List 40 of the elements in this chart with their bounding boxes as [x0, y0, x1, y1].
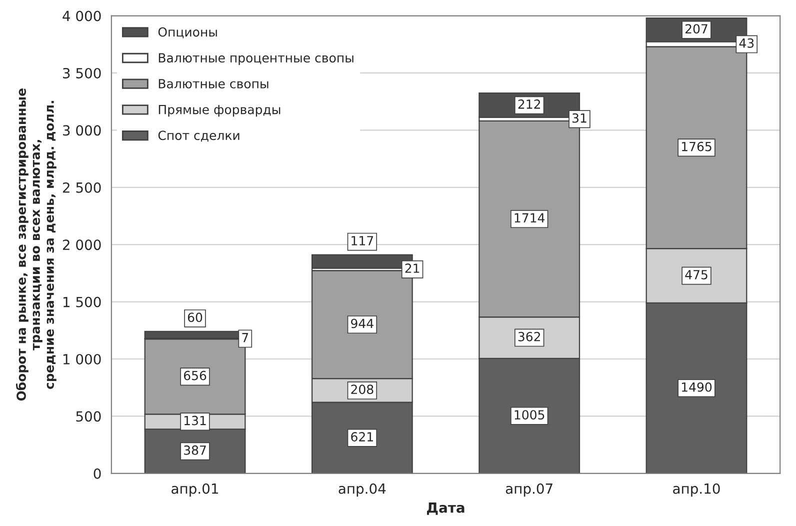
data-label: 21	[405, 264, 420, 273]
legend-label: Опционы	[158, 27, 217, 38]
y-tick-label: 1 500	[63, 296, 101, 308]
x-axis-title: Дата	[427, 502, 464, 515]
x-tick-label: апр.07	[506, 483, 552, 497]
y-axis-title: Оборот на рынке, все зарегистрированные транзакции во всех валютах, средние значения за день, млрд. долл.	[16, 88, 56, 401]
data-label: 1005	[514, 410, 544, 420]
x-tick-label: апр.10	[673, 483, 720, 497]
x-tick-label: апр.01	[172, 483, 218, 497]
data-label: 944	[351, 318, 374, 328]
data-label: 212	[518, 99, 540, 109]
y-tick-label: 2 500	[62, 182, 101, 193]
y-tick-label: 500	[76, 411, 101, 422]
data-label: 43	[739, 38, 754, 48]
x-tick-label: апр.04	[338, 483, 386, 497]
legend-label: Прямые форварды	[158, 104, 280, 117]
y-tick-label: 3 000	[63, 125, 101, 136]
y-tick-label: 1 000	[63, 354, 101, 364]
data-label: 31	[572, 113, 586, 123]
y-tick-label: 2 000	[62, 240, 101, 250]
data-label: 1765	[682, 142, 712, 152]
data-label: 1490	[682, 382, 712, 392]
legend-label: Валютные процентные свопы	[158, 53, 354, 65]
data-label: 656	[184, 370, 206, 380]
data-label: 1714	[514, 213, 545, 222]
y-tick-label: 0	[94, 468, 101, 479]
data-label: 362	[518, 332, 540, 342]
data-label: 621	[351, 432, 373, 442]
data-label: 208	[351, 384, 374, 394]
data-label: 7	[242, 333, 248, 342]
data-label: 475	[685, 270, 708, 280]
y-tick-label: 4 000	[62, 10, 101, 22]
data-label: 117	[352, 236, 374, 246]
legend-label: Спот сделки	[158, 130, 240, 142]
legend-label: Валютные свопы	[158, 79, 268, 88]
data-label: 131	[184, 416, 206, 426]
data-label: 207	[685, 24, 708, 34]
data-label: 387	[184, 445, 206, 455]
data-label: 60	[188, 312, 202, 322]
y-tick-label: 3 500	[63, 68, 101, 78]
